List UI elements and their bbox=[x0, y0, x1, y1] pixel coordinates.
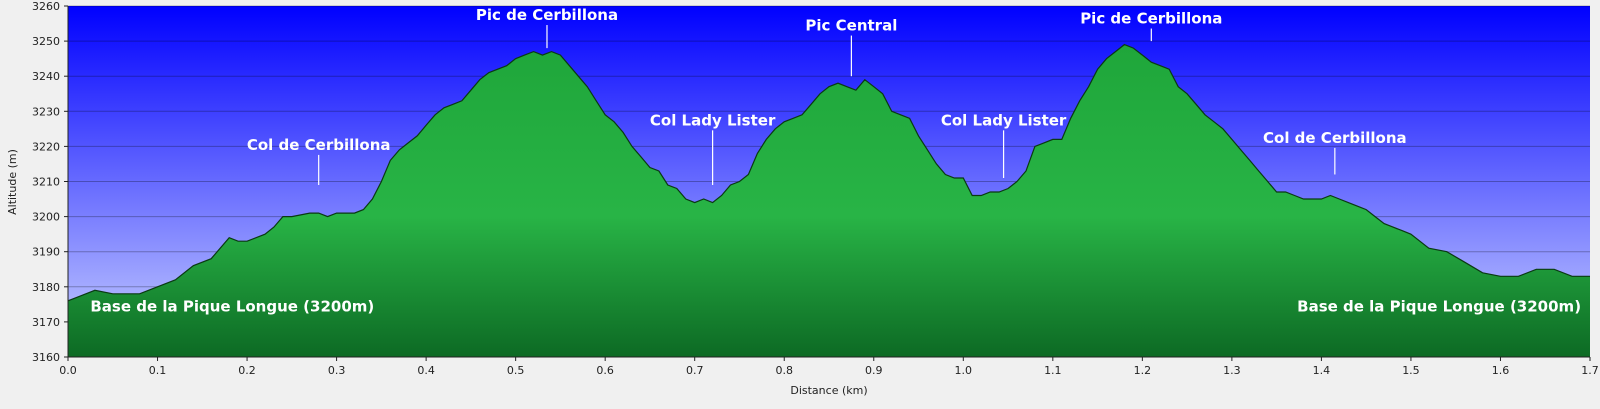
x-tick-label: 1.5 bbox=[1402, 364, 1420, 377]
y-axis-title: Altitude (m) bbox=[6, 149, 19, 215]
x-tick-label: 0.2 bbox=[238, 364, 256, 377]
y-tick-label: 3160 bbox=[32, 351, 60, 364]
x-tick-label: 1.3 bbox=[1223, 364, 1241, 377]
annotation-label: Col de Cerbillona bbox=[247, 136, 391, 154]
y-tick-label: 3230 bbox=[32, 105, 60, 118]
annotation-label: Col de Cerbillona bbox=[1263, 129, 1407, 147]
annotation-label: Pic de Cerbillona bbox=[1080, 10, 1222, 28]
annotation-label: Pic de Cerbillona bbox=[476, 6, 618, 24]
x-tick-label: 0.1 bbox=[149, 364, 167, 377]
y-tick-label: 3190 bbox=[32, 246, 60, 259]
annotation-label: Col Lady Lister bbox=[650, 111, 776, 129]
x-tick-label: 0.3 bbox=[328, 364, 346, 377]
y-axis-ticks: 3160 3170 3180 3190 3200 3210 3220 3230 3240 3250… bbox=[32, 0, 68, 364]
x-tick-label: 1.0 bbox=[955, 364, 973, 377]
elevation-line bbox=[67, 43, 1590, 302]
base-label: Base de la Pique Longue (3200m) bbox=[1297, 297, 1581, 315]
x-axis-title: Distance (km) bbox=[790, 384, 867, 397]
y-tick-label: 3260 bbox=[32, 0, 60, 13]
y-tick-label: 3180 bbox=[32, 281, 60, 294]
x-tick-label: 0.0 bbox=[59, 364, 77, 377]
x-tick-label: 0.8 bbox=[775, 364, 793, 377]
x-tick-label: 0.4 bbox=[417, 364, 435, 377]
elevation-area bbox=[68, 44, 1590, 357]
base-label: Base de la Pique Longue (3200m) bbox=[90, 297, 374, 315]
x-tick-label: 1.4 bbox=[1313, 364, 1331, 377]
x-axis-ticks: 0.0 0.1 0.2 0.3 0.4 0.5 0.6 0.7 0.8 0.9 1.0 1.1 1.2 1… bbox=[59, 357, 1599, 377]
x-tick-label: 1.1 bbox=[1044, 364, 1062, 377]
x-tick-label: 1.2 bbox=[1134, 364, 1152, 377]
y-tick-label: 3250 bbox=[32, 35, 60, 48]
annotation-label: Pic Central bbox=[805, 17, 897, 35]
x-tick-label: 0.7 bbox=[686, 364, 704, 377]
x-tick-label: 1.6 bbox=[1492, 364, 1510, 377]
annotation-label: Col Lady Lister bbox=[941, 111, 1067, 129]
x-tick-label: 0.6 bbox=[596, 364, 614, 377]
y-tick-label: 3210 bbox=[32, 176, 60, 189]
annotations: Col de Cerbillona Pic de Cerbillona Col La… bbox=[90, 6, 1581, 315]
x-tick-label: 0.9 bbox=[865, 364, 883, 377]
x-tick-label: 0.5 bbox=[507, 364, 525, 377]
y-tick-label: 3240 bbox=[32, 70, 60, 83]
y-tick-label: 3200 bbox=[32, 211, 60, 224]
y-tick-label: 3220 bbox=[32, 140, 60, 153]
y-tick-label: 3170 bbox=[32, 316, 60, 329]
x-tick-label: 1.7 bbox=[1581, 364, 1599, 377]
